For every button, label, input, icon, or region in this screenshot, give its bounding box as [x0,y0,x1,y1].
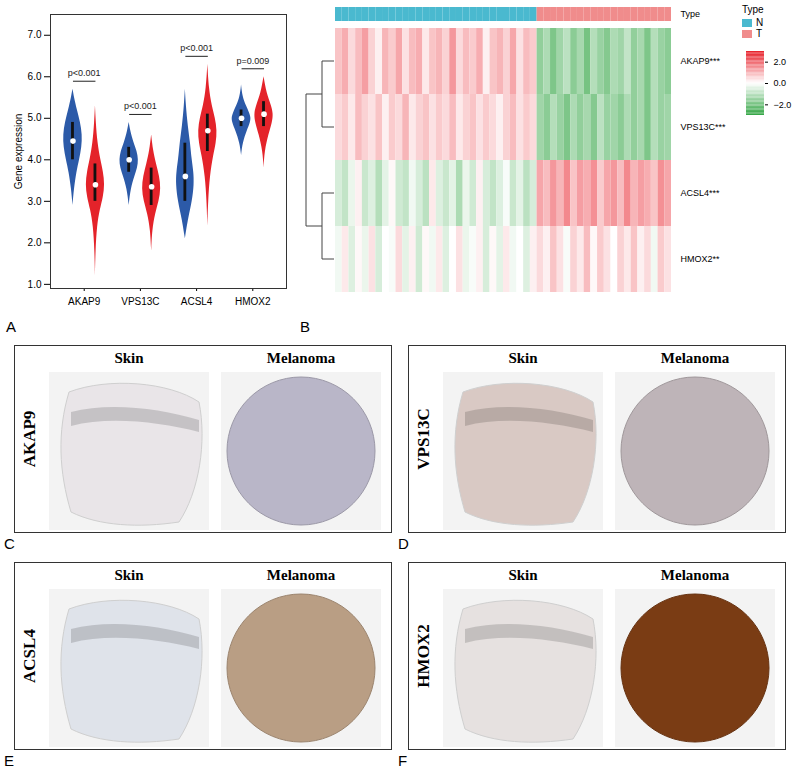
svg-text:ACSL4***: ACSL4*** [681,188,721,198]
svg-text:4.0: 4.0 [28,154,42,165]
svg-text:HMOX2: HMOX2 [235,296,271,307]
html-text:D: D [398,535,409,552]
svg-text:Type: Type [681,9,701,19]
html-text:N: N [756,17,764,28]
html-text:VPS13C: VPS13C [414,408,433,470]
html-text:C: C [4,535,15,552]
html-text:Type: Type [742,4,764,15]
html-text:Melanoma: Melanoma [660,567,730,583]
svg-text:AKAP9***: AKAP9*** [681,56,721,66]
html-text:B: B [300,318,310,335]
html-text:F: F [398,752,408,769]
html-text:Skin: Skin [114,567,144,583]
html-text:T: T [756,28,763,39]
html-text:A: A [6,318,16,335]
svg-text:p<0.001: p<0.001 [180,43,213,53]
svg-text:3.0: 3.0 [28,196,42,207]
svg-text:2.0: 2.0 [28,237,42,248]
html-text:Skin: Skin [114,350,144,366]
svg-text:p<0.001: p<0.001 [124,101,157,111]
svg-text:6.0: 6.0 [28,71,42,82]
svg-text:5.0: 5.0 [28,112,42,123]
html-text:Melanoma: Melanoma [660,350,730,366]
html-text:Skin: Skin [508,350,538,366]
svg-text:−2.0: −2.0 [774,100,792,110]
svg-text:p=0.009: p=0.009 [236,56,269,66]
html-text:Melanoma: Melanoma [266,567,336,583]
svg-text:ACSL4: ACSL4 [181,296,213,307]
svg-text:7.0: 7.0 [28,29,42,40]
svg-text:0.0: 0.0 [774,78,787,88]
html-text:AKAP9: AKAP9 [20,410,39,468]
svg-text:VPS13C***: VPS13C*** [681,122,727,132]
html-text:HMOX2: HMOX2 [414,624,433,688]
html-text:ACSL4: ACSL4 [20,629,39,683]
svg-text:HMOX2**: HMOX2** [681,254,721,264]
svg-text:AKAP9: AKAP9 [68,296,101,307]
svg-text:Gene expression: Gene expression [13,114,24,190]
svg-text:2.0: 2.0 [774,57,787,67]
html-text:Melanoma: Melanoma [266,350,336,366]
html-text:Skin: Skin [508,567,538,583]
html-text:E: E [4,752,14,769]
svg-text:VPS13C: VPS13C [121,296,159,307]
svg-text:1.0: 1.0 [28,279,42,290]
svg-text:p<0.001: p<0.001 [68,68,101,78]
